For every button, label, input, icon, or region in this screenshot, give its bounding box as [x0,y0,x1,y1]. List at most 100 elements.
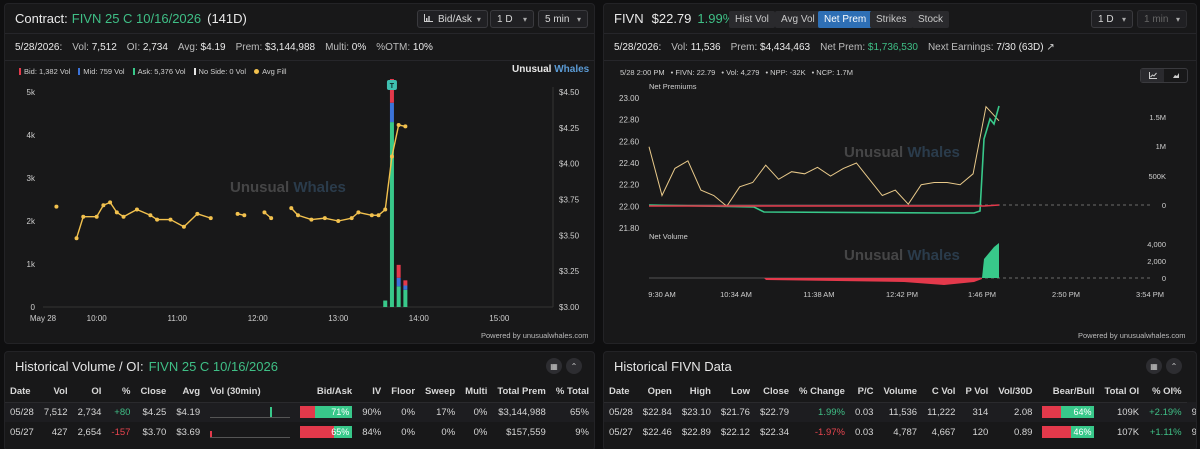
column-header[interactable]: Total OI [1099,382,1145,403]
stock-powered-by-link[interactable]: Powered by unusualwhales.com [1078,331,1186,340]
x-time-tick: 3:54 PM [1136,290,1164,299]
export-icon[interactable]: ▦ [1146,358,1162,374]
line-chart-icon[interactable] [1141,69,1164,82]
legend-bid[interactable]: Bid: 1,382 Vol [19,67,70,76]
low-cell: $21.76 [715,402,755,422]
table-row[interactable]: 05/28 $22.84 $23.10 $21.76 $22.79 1.99% 0.03 11… [604,402,1196,422]
trade-marker [386,80,397,90]
avg-fill-point [389,154,394,159]
bid-ask-cell: 71% [295,402,358,422]
column-header[interactable]: Sweep [420,382,461,403]
close-cell: $22.34 [759,426,790,438]
watermark-top-word1: Unusual [844,144,904,161]
tooltip-npp: • NPP: -32K [765,68,806,77]
export-icon[interactable]: ▦ [546,358,562,374]
chart-mode-toggle[interactable] [1140,68,1188,83]
collapse-icon[interactable]: ⌃ [566,358,582,374]
sweep-cell: 0% [441,426,456,438]
multi-cell: 0% [460,402,493,422]
avg-fill-point [403,124,408,129]
stock-range-dropdown[interactable]: 1 D ▾ [1091,10,1133,28]
legend-mid[interactable]: Mid: 759 Vol [78,67,125,76]
earnings-value: 7/30 (63D) [996,42,1044,53]
stock-header: FIVN $22.79 1.99% [604,4,1196,34]
table-row[interactable]: 05/28 7,512 2,734 +80 $4.25 $4.19 71% 90% 0% 17% 0… [5,402,594,422]
column-header[interactable]: Total Prem [492,382,551,403]
column-header[interactable]: Vol (30min) [205,382,296,403]
tooltip-fivn: • FIVN: 22.79 [670,68,716,77]
hist-left-contract-link[interactable]: FIVN 25 C 10/16/2026 [148,358,278,374]
column-header[interactable]: OI [72,382,107,403]
column-header[interactable]: % [106,382,136,403]
tab-net-prem[interactable]: Net Prem [818,11,873,28]
range-dropdown[interactable]: 1 D ▾ [490,10,534,28]
column-header[interactable]: Bid/Ask [295,382,358,403]
external-link-icon[interactable]: ↗ [1046,42,1055,53]
volume-bar-bid [389,79,394,103]
contract-chart[interactable]: 0 1k 2k 3k 4k 5k $3.00 $3.25 $3.50 $3.75 $4.00 $4.2… [5,79,595,341]
table-row[interactable]: 05/27 $22.46 $22.89 $22.12 $22.34 -1.97% 0.03 4… [604,422,1197,442]
avg-fill-point [94,214,99,219]
table-row[interactable]: 05/27 427 2,654 -157 $3.70 $3.69 65% 84% 0% 0% 0% $… [5,422,594,442]
avg-fill-line [311,217,325,221]
collapse-icon[interactable]: ⌃ [1166,358,1182,374]
column-header[interactable]: Multi [460,382,493,403]
contract-name-link[interactable]: FIVN 25 C 10/16/2026 [71,11,202,26]
column-header[interactable]: High [676,382,716,403]
call-vol-cell: 4,667 [931,426,956,438]
column-header[interactable]: Floor [386,382,421,403]
stock-price: $22.79 [651,11,692,26]
interval-dropdown[interactable]: 5 min ▾ [538,10,588,28]
volume-bar-ask [403,289,408,307]
column-header[interactable]: Low [715,382,755,403]
tab-strikes[interactable]: Strikes [870,11,913,28]
column-header[interactable]: Bear/Bull [1037,382,1100,403]
brand-word1: Unusual [512,64,552,75]
legend-noside-label: No Side: 0 Vol [198,67,247,76]
column-header[interactable]: Vol [38,382,73,403]
column-header[interactable]: C Vol [922,382,961,403]
put-vol-cell: 120 [972,426,989,438]
avg-fill-point [134,207,139,212]
stats-date: 5/28/2026: [15,42,63,53]
x-time-tick: 10:34 AM [720,290,752,299]
chart-type-dropdown[interactable]: Bid/Ask ▾ [417,10,488,28]
column-header[interactable]: Vol/30D [993,382,1038,403]
avg-fill-point [114,210,119,215]
column-header[interactable]: Open [637,382,677,403]
column-header[interactable]: Date [5,382,39,403]
tab-stock[interactable]: Stock [912,11,950,28]
column-header[interactable]: Close [754,382,795,403]
high-cell: $22.89 [681,426,711,438]
area-chart-icon[interactable] [1164,69,1187,82]
legend-mid-label: Mid: 759 Vol [83,67,125,76]
avg-fill-point [369,213,374,218]
legend-avgfill[interactable]: Avg Fill [254,67,287,76]
legend-ask[interactable]: Ask: 5,376 Vol [132,67,186,76]
tab-avg-vol[interactable]: Avg Vol [775,11,821,28]
column-header[interactable]: % Change [794,382,850,403]
stock-change: 1.99% [697,11,735,26]
oi-cell: 2,654 [77,426,102,438]
powered-by-link[interactable]: Powered by unusualwhales.com [481,331,589,340]
tab-hist-vol[interactable]: Hist Vol [729,11,775,28]
contract-chart-panel: Contract: FIVN 25 C 10/16/2026 (141D) Bi… [4,3,595,344]
column-header[interactable]: P/C [849,382,879,403]
avg-fill-point [349,216,354,221]
column-header[interactable]: Avg [171,382,206,403]
column-header[interactable]: % Total [550,382,594,403]
stock-vol-label: Vol: [671,42,688,53]
truncated-cell: 91 [1191,426,1197,438]
avg-fill-point [262,210,267,215]
legend-noside[interactable]: No Side: 0 Vol [193,67,247,76]
column-header[interactable]: Date [604,382,638,403]
prem-label: Prem: [235,42,263,53]
column-header[interactable]: P Vol [960,382,994,403]
stock-interval-dropdown[interactable]: 1 min ▾ [1137,10,1187,28]
hist-left-title: Historical Volume / OI: [15,358,144,374]
column-header[interactable]: Close [135,382,172,403]
column-header[interactable]: % OI% [1144,382,1187,403]
column-header[interactable]: Volume [878,382,923,403]
column-header[interactable]: IV [357,382,387,403]
stock-chart[interactable]: 21.80 22.00 22.20 22.40 22.60 22.80 23.00 0 500K… [604,79,1197,341]
